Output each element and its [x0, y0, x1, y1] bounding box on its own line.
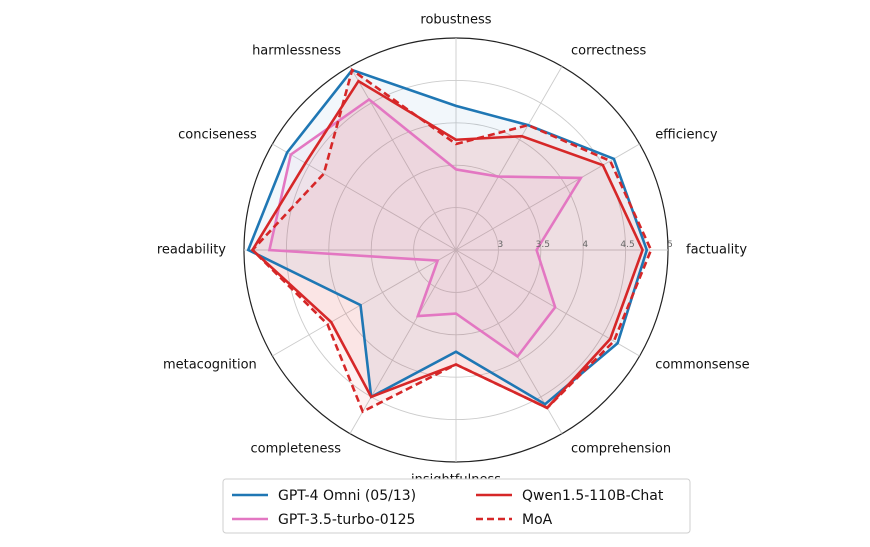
series-fill [248, 70, 647, 405]
axis-label: readability [157, 243, 226, 258]
axis-spoke [455, 249, 640, 357]
axis-label: comprehension [571, 442, 671, 457]
tick-label: 3 [498, 240, 504, 250]
tick-label: 3.5 [536, 240, 550, 250]
series-fills [248, 70, 652, 412]
axis-label: commonsense [655, 358, 749, 373]
axis-label: harmlessness [252, 43, 341, 58]
series-fill [252, 81, 643, 408]
series-fill [252, 70, 652, 412]
series-line [246, 68, 649, 406]
axis-label: correctness [571, 43, 647, 58]
series-line [267, 97, 584, 359]
axis-spoke [455, 66, 563, 251]
legend-label: GPT-3.5-turbo-0125 [278, 512, 415, 528]
axis-label: conciseness [178, 128, 257, 143]
legend: GPT-4 Omni (05/13) Qwen1.5-110B-Chat GPT-3… [222, 478, 691, 534]
axis-label: factuality [686, 243, 747, 258]
legend-label: MoA [522, 512, 553, 528]
tick-label: 4.5 [620, 240, 634, 250]
series-line [250, 67, 653, 414]
legend-box [222, 478, 691, 534]
axis-spoke [455, 143, 640, 251]
series-lines [246, 67, 653, 414]
axis-spoke [349, 66, 457, 251]
radial-tick-labels: 3 3.5 4 4.5 5 [498, 240, 673, 250]
axis-label: efficiency [655, 128, 718, 143]
legend-label: Qwen1.5-110B-Chat [522, 488, 664, 504]
tick-label: 4 [582, 240, 588, 250]
axis-label: metacognition [163, 358, 257, 373]
tick-label: 5 [667, 240, 673, 250]
legend-label: GPT-4 Omni (05/13) [278, 488, 416, 504]
series-fill [269, 99, 581, 357]
axis-spoke [349, 249, 457, 434]
axis-spoke [272, 143, 457, 251]
axis-spoke [272, 249, 457, 357]
axis-label: robustness [420, 13, 491, 28]
axis-label: completeness [250, 442, 341, 457]
